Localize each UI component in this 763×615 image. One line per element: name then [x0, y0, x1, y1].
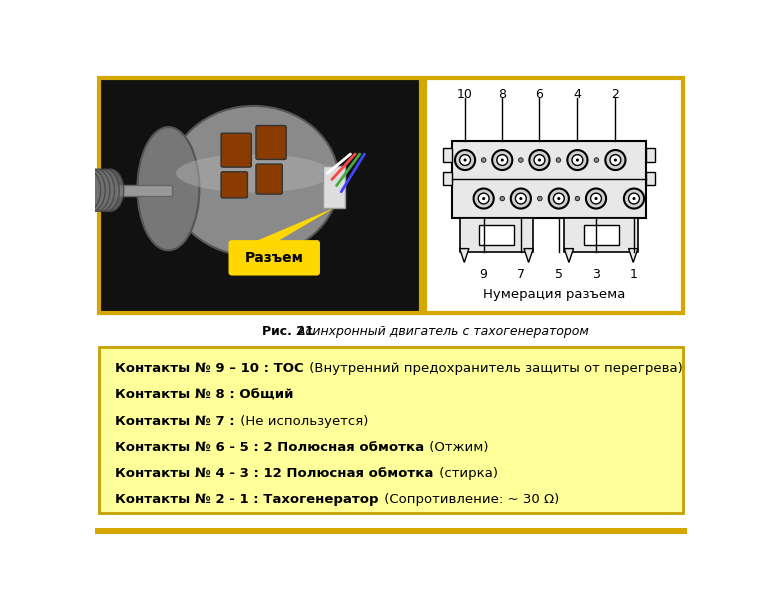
- FancyBboxPatch shape: [95, 528, 687, 534]
- Circle shape: [519, 157, 523, 162]
- Circle shape: [591, 193, 601, 204]
- Circle shape: [614, 159, 617, 162]
- FancyBboxPatch shape: [95, 74, 687, 547]
- Ellipse shape: [97, 169, 124, 212]
- Circle shape: [557, 197, 560, 200]
- Text: 9: 9: [480, 268, 488, 281]
- Ellipse shape: [73, 169, 101, 212]
- Text: Контакты № 2 - 1 : Тахогенератор: Контакты № 2 - 1 : Тахогенератор: [114, 493, 378, 506]
- Circle shape: [463, 159, 467, 162]
- FancyBboxPatch shape: [324, 165, 345, 208]
- Circle shape: [633, 197, 636, 200]
- Text: 5: 5: [555, 268, 563, 281]
- Circle shape: [520, 197, 523, 200]
- Circle shape: [576, 159, 579, 162]
- Circle shape: [537, 196, 542, 201]
- Text: Асинхронный двигатель с тахогенератором: Асинхронный двигатель с тахогенератором: [293, 325, 589, 338]
- Circle shape: [556, 157, 561, 162]
- Text: 4: 4: [574, 89, 581, 101]
- Text: 3: 3: [592, 268, 600, 281]
- Circle shape: [474, 189, 494, 208]
- Text: Разъем: Разъем: [245, 251, 304, 265]
- Ellipse shape: [176, 154, 331, 192]
- FancyBboxPatch shape: [479, 226, 513, 245]
- Ellipse shape: [137, 127, 199, 250]
- FancyBboxPatch shape: [459, 218, 533, 252]
- Circle shape: [594, 157, 599, 162]
- FancyBboxPatch shape: [221, 172, 247, 198]
- Text: Рис. 21: Рис. 21: [262, 325, 314, 338]
- Circle shape: [510, 189, 531, 208]
- Circle shape: [553, 193, 565, 204]
- Text: Нумерация разъема: Нумерация разъема: [483, 288, 625, 301]
- Circle shape: [586, 189, 606, 208]
- Text: (стирка): (стирка): [435, 467, 497, 480]
- Circle shape: [629, 193, 639, 204]
- FancyBboxPatch shape: [452, 141, 645, 218]
- Text: (Не используется): (Не используется): [236, 415, 369, 427]
- Text: (Внутренний предохранитель защиты от перегрева): (Внутренний предохранитель защиты от пер…: [305, 362, 683, 375]
- Text: Контакты № 7 :: Контакты № 7 :: [114, 415, 234, 427]
- Circle shape: [538, 159, 541, 162]
- FancyBboxPatch shape: [256, 164, 282, 194]
- Text: 8: 8: [498, 89, 506, 101]
- FancyBboxPatch shape: [111, 185, 172, 196]
- Circle shape: [492, 150, 512, 170]
- Ellipse shape: [92, 169, 119, 212]
- Text: Контакты № 9 – 10 : ТОС: Контакты № 9 – 10 : ТОС: [114, 362, 304, 375]
- Text: 2: 2: [611, 89, 620, 101]
- Circle shape: [610, 154, 621, 165]
- Circle shape: [568, 150, 588, 170]
- Text: 1: 1: [630, 268, 638, 281]
- Ellipse shape: [169, 106, 339, 256]
- Circle shape: [500, 196, 504, 201]
- Circle shape: [501, 159, 504, 162]
- Polygon shape: [565, 248, 574, 263]
- FancyBboxPatch shape: [443, 148, 452, 162]
- Ellipse shape: [78, 169, 105, 212]
- Polygon shape: [251, 208, 334, 243]
- Circle shape: [478, 193, 489, 204]
- Ellipse shape: [88, 169, 114, 212]
- Polygon shape: [629, 248, 638, 263]
- Text: Контакты № 8 : Общий: Контакты № 8 : Общий: [114, 389, 293, 402]
- Circle shape: [605, 150, 626, 170]
- Text: Контакты № 4 - 3 : 12 Полюсная обмотка: Контакты № 4 - 3 : 12 Полюсная обмотка: [114, 467, 433, 480]
- FancyBboxPatch shape: [99, 347, 683, 513]
- Circle shape: [575, 196, 580, 201]
- Circle shape: [534, 154, 545, 165]
- Circle shape: [530, 150, 549, 170]
- Circle shape: [481, 157, 486, 162]
- Text: 10: 10: [457, 89, 473, 101]
- Circle shape: [459, 154, 471, 165]
- Polygon shape: [459, 248, 469, 263]
- Circle shape: [594, 197, 597, 200]
- Circle shape: [516, 193, 526, 204]
- Polygon shape: [524, 248, 533, 263]
- Circle shape: [455, 150, 475, 170]
- Circle shape: [549, 189, 569, 208]
- FancyBboxPatch shape: [645, 172, 655, 186]
- Circle shape: [624, 189, 644, 208]
- FancyBboxPatch shape: [99, 77, 421, 312]
- Text: 7: 7: [517, 268, 525, 281]
- Text: Контакты № 6 - 5 : 2 Полюсная обмотка: Контакты № 6 - 5 : 2 Полюсная обмотка: [114, 441, 424, 454]
- Text: (Отжим): (Отжим): [426, 441, 489, 454]
- FancyBboxPatch shape: [565, 218, 638, 252]
- FancyBboxPatch shape: [256, 125, 286, 159]
- FancyBboxPatch shape: [443, 172, 452, 186]
- FancyBboxPatch shape: [584, 226, 619, 245]
- FancyBboxPatch shape: [425, 77, 683, 312]
- Text: (Сопротивление: ~ 30 Ω): (Сопротивление: ~ 30 Ω): [380, 493, 559, 506]
- Text: 6: 6: [536, 89, 543, 101]
- Circle shape: [482, 197, 485, 200]
- FancyBboxPatch shape: [645, 148, 655, 162]
- Circle shape: [572, 154, 583, 165]
- FancyBboxPatch shape: [221, 133, 251, 167]
- Circle shape: [497, 154, 507, 165]
- FancyBboxPatch shape: [229, 240, 320, 276]
- Ellipse shape: [82, 169, 110, 212]
